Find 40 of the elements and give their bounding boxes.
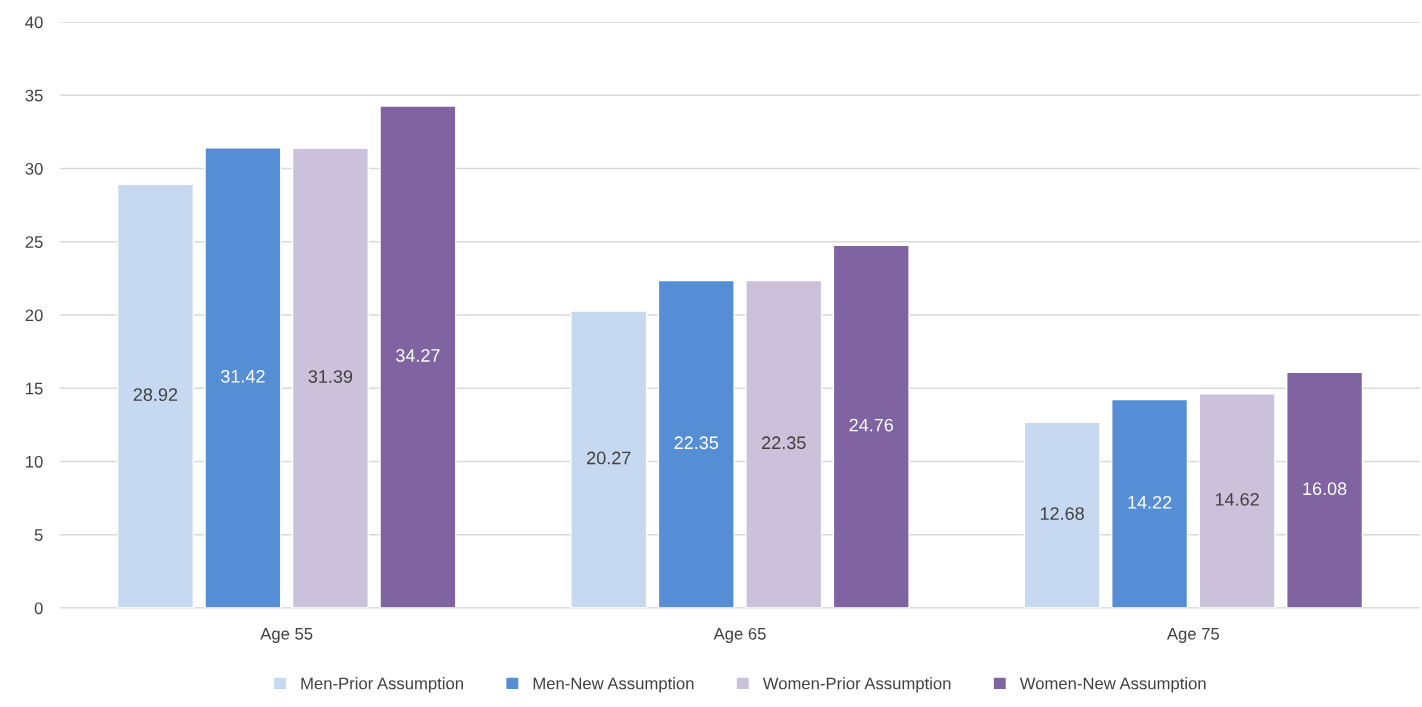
y-tick-label: 20 — [25, 309, 43, 322]
data-label: 22.35 — [762, 436, 806, 450]
bar — [291, 147, 369, 608]
legend-label: Men-New Assumption — [533, 677, 694, 693]
legend-label: Men-Prior Assumption — [301, 677, 463, 693]
bar — [116, 183, 194, 608]
bar — [745, 279, 823, 608]
data-label: 28.92 — [133, 388, 178, 402]
y-tick-label: 30 — [25, 162, 43, 175]
y-tick-label: 10 — [26, 455, 43, 468]
data-label: 34.27 — [396, 349, 440, 362]
bar — [379, 105, 457, 608]
y-tick-label: 5 — [34, 529, 43, 541]
bar — [657, 279, 735, 608]
data-label: 14.22 — [1128, 495, 1172, 509]
data-label: 20.27 — [587, 451, 631, 465]
bar — [1198, 393, 1276, 608]
data-label: 16.08 — [1303, 482, 1347, 496]
bar — [832, 244, 910, 608]
data-label: 31.42 — [221, 369, 265, 383]
x-tick-label: Age 75 — [1166, 628, 1220, 643]
bar — [204, 147, 282, 608]
y-tick-label: 40 — [25, 16, 43, 29]
bar — [570, 310, 648, 608]
y-tick-label: 25 — [25, 236, 43, 248]
y-tick-label: 0 — [34, 602, 43, 615]
data-label: 12.68 — [1040, 507, 1084, 520]
y-tick-label: 35 — [25, 89, 43, 102]
data-label: 31.39 — [308, 370, 353, 383]
bar — [1111, 398, 1189, 608]
data-label: 14.62 — [1215, 492, 1259, 506]
bar — [1023, 421, 1101, 608]
x-tick-label: Age 55 — [260, 628, 313, 643]
data-label: 24.76 — [849, 418, 894, 432]
x-tick-label: Age 65 — [713, 627, 766, 643]
data-label: 22.35 — [674, 436, 719, 450]
bar — [1286, 371, 1364, 608]
y-tick-label: 15 — [26, 382, 43, 395]
legend-label: Women-Prior Assumption — [762, 677, 951, 693]
legend-label: Women-New Assumption — [1019, 677, 1206, 693]
